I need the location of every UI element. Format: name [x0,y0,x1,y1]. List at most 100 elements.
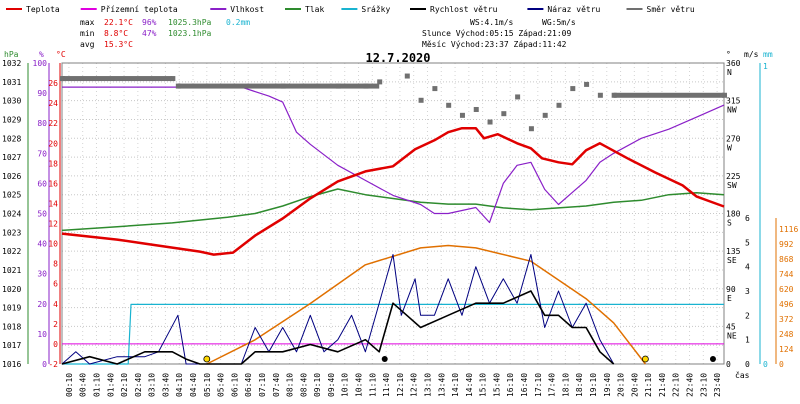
x-tick-label: 03:10 [148,373,157,397]
tick-label-pressure: 1018 [2,322,21,331]
tick-label-temperature: 18 [48,159,58,168]
tick-label-pressure: 1020 [2,285,21,294]
series-wind-direction [60,73,727,132]
tick-label-direction-compass: SW [727,181,737,190]
wind-direction-point [170,76,176,82]
stat-avg-label: avg [80,40,95,49]
tick-label-direction-compass: NW [727,106,737,115]
tick-label-humidity: 50 [37,210,47,219]
x-tick-label: 01:10 [92,373,101,397]
stat-max-pressure: 1025.3hPa [168,18,212,27]
tick-label-temperature: 16 [48,179,58,188]
legend-item: Směr větru [626,5,695,14]
wind-direction-point [515,94,521,100]
x-tick-label: 13:40 [437,373,446,397]
legend-label: Rychlost větru [430,5,498,14]
tick-label-pressure: 1024 [2,210,21,219]
tick-label-temperature: 10 [48,240,58,249]
tick-label-pressure: 1029 [2,115,21,124]
tick-label-temperature: 0 [53,340,58,349]
tick-label-direction: 315 [726,97,741,106]
x-tick-label: 07:40 [272,373,281,397]
tick-label-temperature: 6 [53,280,58,289]
stat-min-pressure: 1023.1hPa [168,29,212,38]
series-humidity [62,86,725,224]
x-tick-label: 08:10 [286,373,295,397]
tick-label-solar: 1116 [779,225,798,234]
x-tick-label: 06:10 [230,373,239,397]
x-tick-label: 08:40 [299,373,308,397]
x-tick-label: 04:10 [175,373,184,397]
x-tick-label: 13:10 [423,373,432,397]
series-wind-speed [61,290,615,365]
tick-label-direction-compass: N [727,68,732,77]
tick-label-temperature: 24 [48,99,58,108]
stat-max-humidity: 96% [142,18,157,27]
tick-label-solar: 620 [779,285,794,294]
tick-label-humidity: 20 [37,300,47,309]
legend-label: Teplota [26,5,60,14]
axis-unit-temperature: °C [56,50,66,59]
tick-label-humidity: 100 [33,59,48,68]
wind-direction-point [62,76,173,82]
x-tick-label: 05:40 [217,373,226,397]
x-tick-label: 20:10 [617,373,626,397]
x-tick-label: 07:10 [258,373,267,397]
x-tick-label: 04:40 [189,373,198,397]
wind-direction-point [542,112,548,118]
legend: Teplota Přízemní teplota Vlhkost Tlak Srážky… [6,5,695,14]
x-tick-label: 10:40 [355,373,364,397]
x-tick-label: 21:10 [644,373,653,397]
x-tick-label: 14:40 [465,373,474,397]
axis-unit-wind: m/s [744,50,759,59]
legend-item: Vlhkost [210,5,264,14]
tick-label-direction-compass: NE [727,331,737,340]
tick-label-direction: 225 [726,172,741,181]
tick-label-pressure: 1017 [2,341,21,350]
x-axis-label: čas [735,370,750,380]
x-tick-label: 18:10 [561,373,570,397]
tick-label-direction: 45 [726,322,736,331]
tick-label-temperature: 22 [48,119,58,128]
x-tick-label: 19:40 [603,373,612,397]
stat-wind-gust: WG:5m/s [542,18,576,27]
legend-item: Rychlost větru [410,5,498,14]
x-tick-label: 16:10 [506,373,515,397]
tick-label-wind: 5 [745,238,750,247]
stat-max-rain: 0.2mm [226,18,250,27]
tick-label-temperature: 2 [53,320,58,329]
tick-label-humidity: 60 [37,179,47,188]
tick-label-humidity: 30 [37,270,47,279]
legend-label: Srážky [361,5,390,14]
tick-label-humidity: 90 [37,89,47,98]
x-tick-label: 02:40 [134,373,143,397]
tick-label-wind: 4 [745,263,750,272]
tick-label-solar: 124 [779,345,794,354]
series-group [60,73,727,365]
wind-direction-point [404,73,410,79]
series-pressure [61,188,725,232]
tick-label-direction: 90 [726,285,736,294]
tick-label-pressure: 1028 [2,134,21,143]
tick-label-direction: 270 [726,134,741,143]
x-tick-label: 12:40 [410,373,419,397]
x-tick-label: 11:40 [382,373,391,397]
tick-label-solar: 248 [779,330,794,339]
tick-label-pressure: 1025 [2,191,21,200]
tick-label-wind: 0 [745,360,750,369]
tick-label-pressure: 1027 [2,153,21,162]
stat-moon-times: Měsíc Východ:23:37 Západ:11:42 [422,40,567,49]
tick-label-temperature: 4 [53,300,58,309]
wind-direction-point [432,86,438,92]
x-tick-label: 18:40 [575,373,584,397]
tick-label-solar: 868 [779,255,794,264]
tick-label-solar: 744 [779,270,794,279]
tick-label-humidity: 10 [37,330,47,339]
axis-unit-rain: mm [763,50,773,59]
x-tick-label: 09:40 [327,373,336,397]
tick-label-wind: 2 [745,311,750,320]
stat-wind-speed: WS:4.1m/s [470,18,514,27]
tick-label-wind: 3 [745,287,750,296]
